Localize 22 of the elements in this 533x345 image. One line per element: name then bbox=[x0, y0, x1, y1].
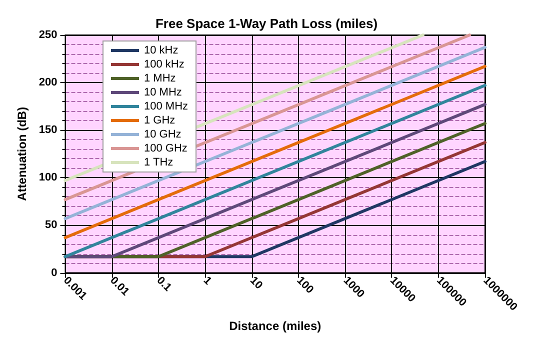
legend-label: 10 GHz bbox=[144, 128, 182, 140]
x-tick-label: 0.1 bbox=[154, 274, 174, 294]
legend-label: 100 MHz bbox=[144, 100, 188, 112]
legend-label: 1 THz bbox=[144, 156, 174, 168]
legend-label: 1 MHz bbox=[144, 72, 176, 84]
y-tick-label: 150 bbox=[38, 124, 58, 136]
y-tick-label: 100 bbox=[38, 172, 58, 184]
x-axis-title: Distance (miles) bbox=[229, 319, 322, 333]
y-tick-label: 250 bbox=[38, 29, 58, 41]
y-axis-title: Attenuation (dB) bbox=[15, 106, 29, 201]
legend-label: 100 kHz bbox=[144, 58, 184, 70]
chart-title: Free Space 1-Way Path Loss (miles) bbox=[155, 16, 378, 31]
x-tick-label: 10 bbox=[248, 274, 265, 292]
legend-label: 100 GHz bbox=[144, 142, 188, 154]
legend-label: 10 MHz bbox=[144, 86, 182, 98]
legend-label: 1 GHz bbox=[144, 114, 176, 126]
y-tick-label: 50 bbox=[45, 219, 58, 232]
y-tick-label: 200 bbox=[38, 76, 58, 89]
legend-label: 10 kHz bbox=[144, 44, 178, 56]
x-tick-label: 1 bbox=[200, 274, 214, 288]
x-tick-label: 100 bbox=[294, 274, 316, 296]
y-tick-label: 0 bbox=[51, 266, 58, 279]
